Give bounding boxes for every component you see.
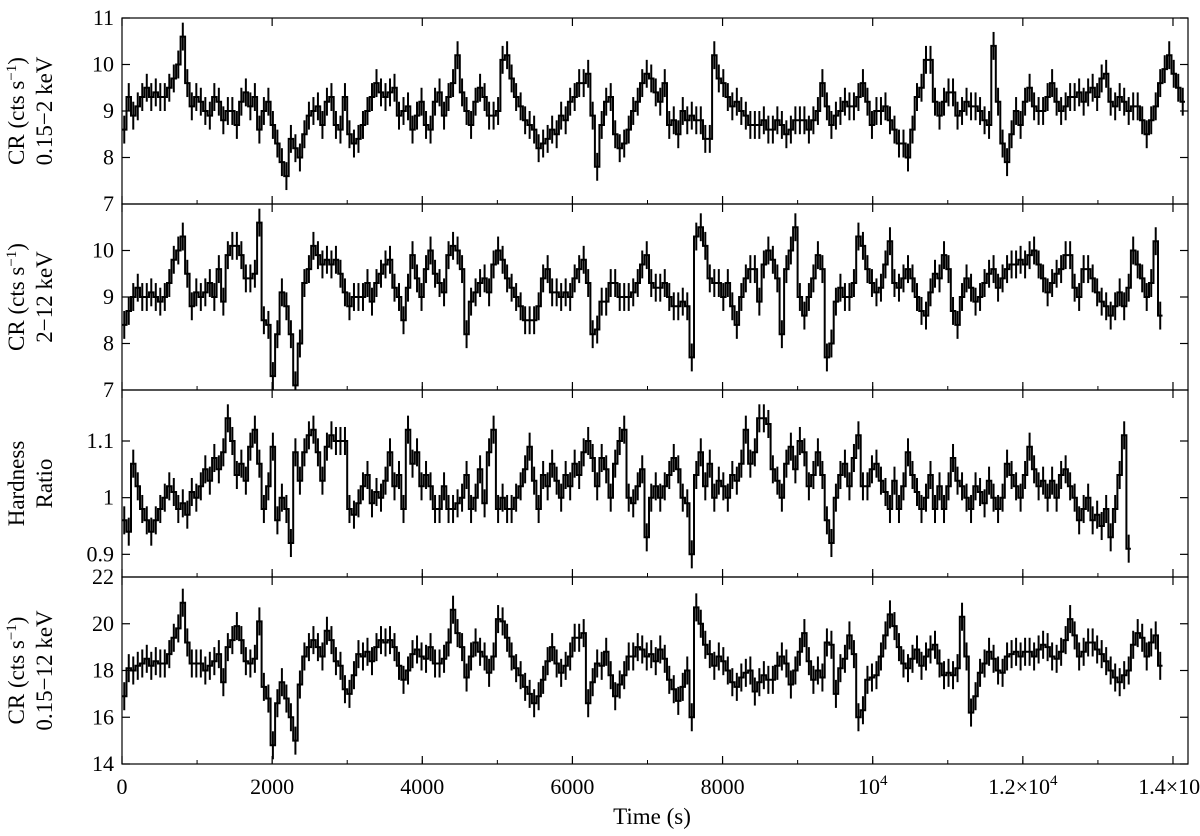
y-tick-label: 1 <box>103 485 114 510</box>
light-curve-line <box>122 601 1163 747</box>
data-series <box>122 22 1185 191</box>
y-axis-title-line1: CR (cts s−1) <box>4 617 29 725</box>
y-tick-label: 10 <box>92 238 114 263</box>
y-tick-label: 18 <box>92 658 114 683</box>
x-tick-label: 104 <box>858 773 888 799</box>
y-tick-label: 11 <box>93 5 114 30</box>
y-axis-title-line2: Ratio <box>32 459 57 509</box>
y-tick-label: 1.1 <box>87 428 115 453</box>
x-tick-label: 6000 <box>550 774 594 799</box>
y-axis-title-line2: 2−12 keV <box>32 251 57 343</box>
data-series <box>122 208 1163 390</box>
x-tick-label: 2000 <box>250 774 294 799</box>
y-tick-label: 16 <box>92 704 114 729</box>
y-tick-label: 0.9 <box>87 541 115 566</box>
y-tick-label: 8 <box>103 331 114 356</box>
panel-4: 14 16 18 20 22 CR (cts s−1) 0.15−12 keV <box>4 564 1189 776</box>
y-tick-label: 14 <box>92 751 114 776</box>
y-axis-title-line1: CR (cts s−1) <box>4 243 29 351</box>
x-tick-label: 0 <box>117 774 128 799</box>
y-tick-label: 10 <box>92 52 114 77</box>
y-tick-label-top: 22 <box>92 564 114 589</box>
x-axis-title: Time (s) <box>613 804 691 829</box>
time-axis: Time (s) 0 2000 4000 6000 8000 104 1.2×104 1.4×… <box>117 773 1200 829</box>
y-axis-title-line2: 0.15−12 keV <box>32 610 57 731</box>
x-tick-label: 1.4×104 <box>1138 773 1200 799</box>
light-curve-line <box>122 35 1185 178</box>
y-axis-title-line1: CR (cts s−1) <box>4 57 29 165</box>
y-axis-title-line1: Hardness <box>4 441 29 527</box>
data-series <box>122 404 1131 569</box>
x-tick-label: 8000 <box>701 774 745 799</box>
panel-1: 8 9 10 11 CR (cts s−1) 0.15−2 keV <box>4 5 1189 205</box>
y-tick-label: 8 <box>103 145 114 170</box>
panel-2: 8 9 10 7 CR (cts s−1)2−12 keV <box>4 191 1189 391</box>
y-tick-label: 20 <box>92 611 114 636</box>
light-curve-line <box>122 417 1131 556</box>
data-series <box>122 588 1163 760</box>
panel-3: 0.9 1 1.1 7 Hardness Ratio <box>4 377 1189 578</box>
y-tick-label-top: 7 <box>103 377 114 402</box>
y-axis-title-line2: 0.15−2 keV <box>32 56 57 165</box>
y-tick-label-top: 7 <box>103 191 114 216</box>
x-tick-label: 1.2×104 <box>988 773 1058 799</box>
x-tick-label: 4000 <box>400 774 444 799</box>
light-curve-line <box>122 221 1163 387</box>
y-tick-label: 9 <box>103 284 114 309</box>
y-tick-label: 9 <box>103 98 114 123</box>
